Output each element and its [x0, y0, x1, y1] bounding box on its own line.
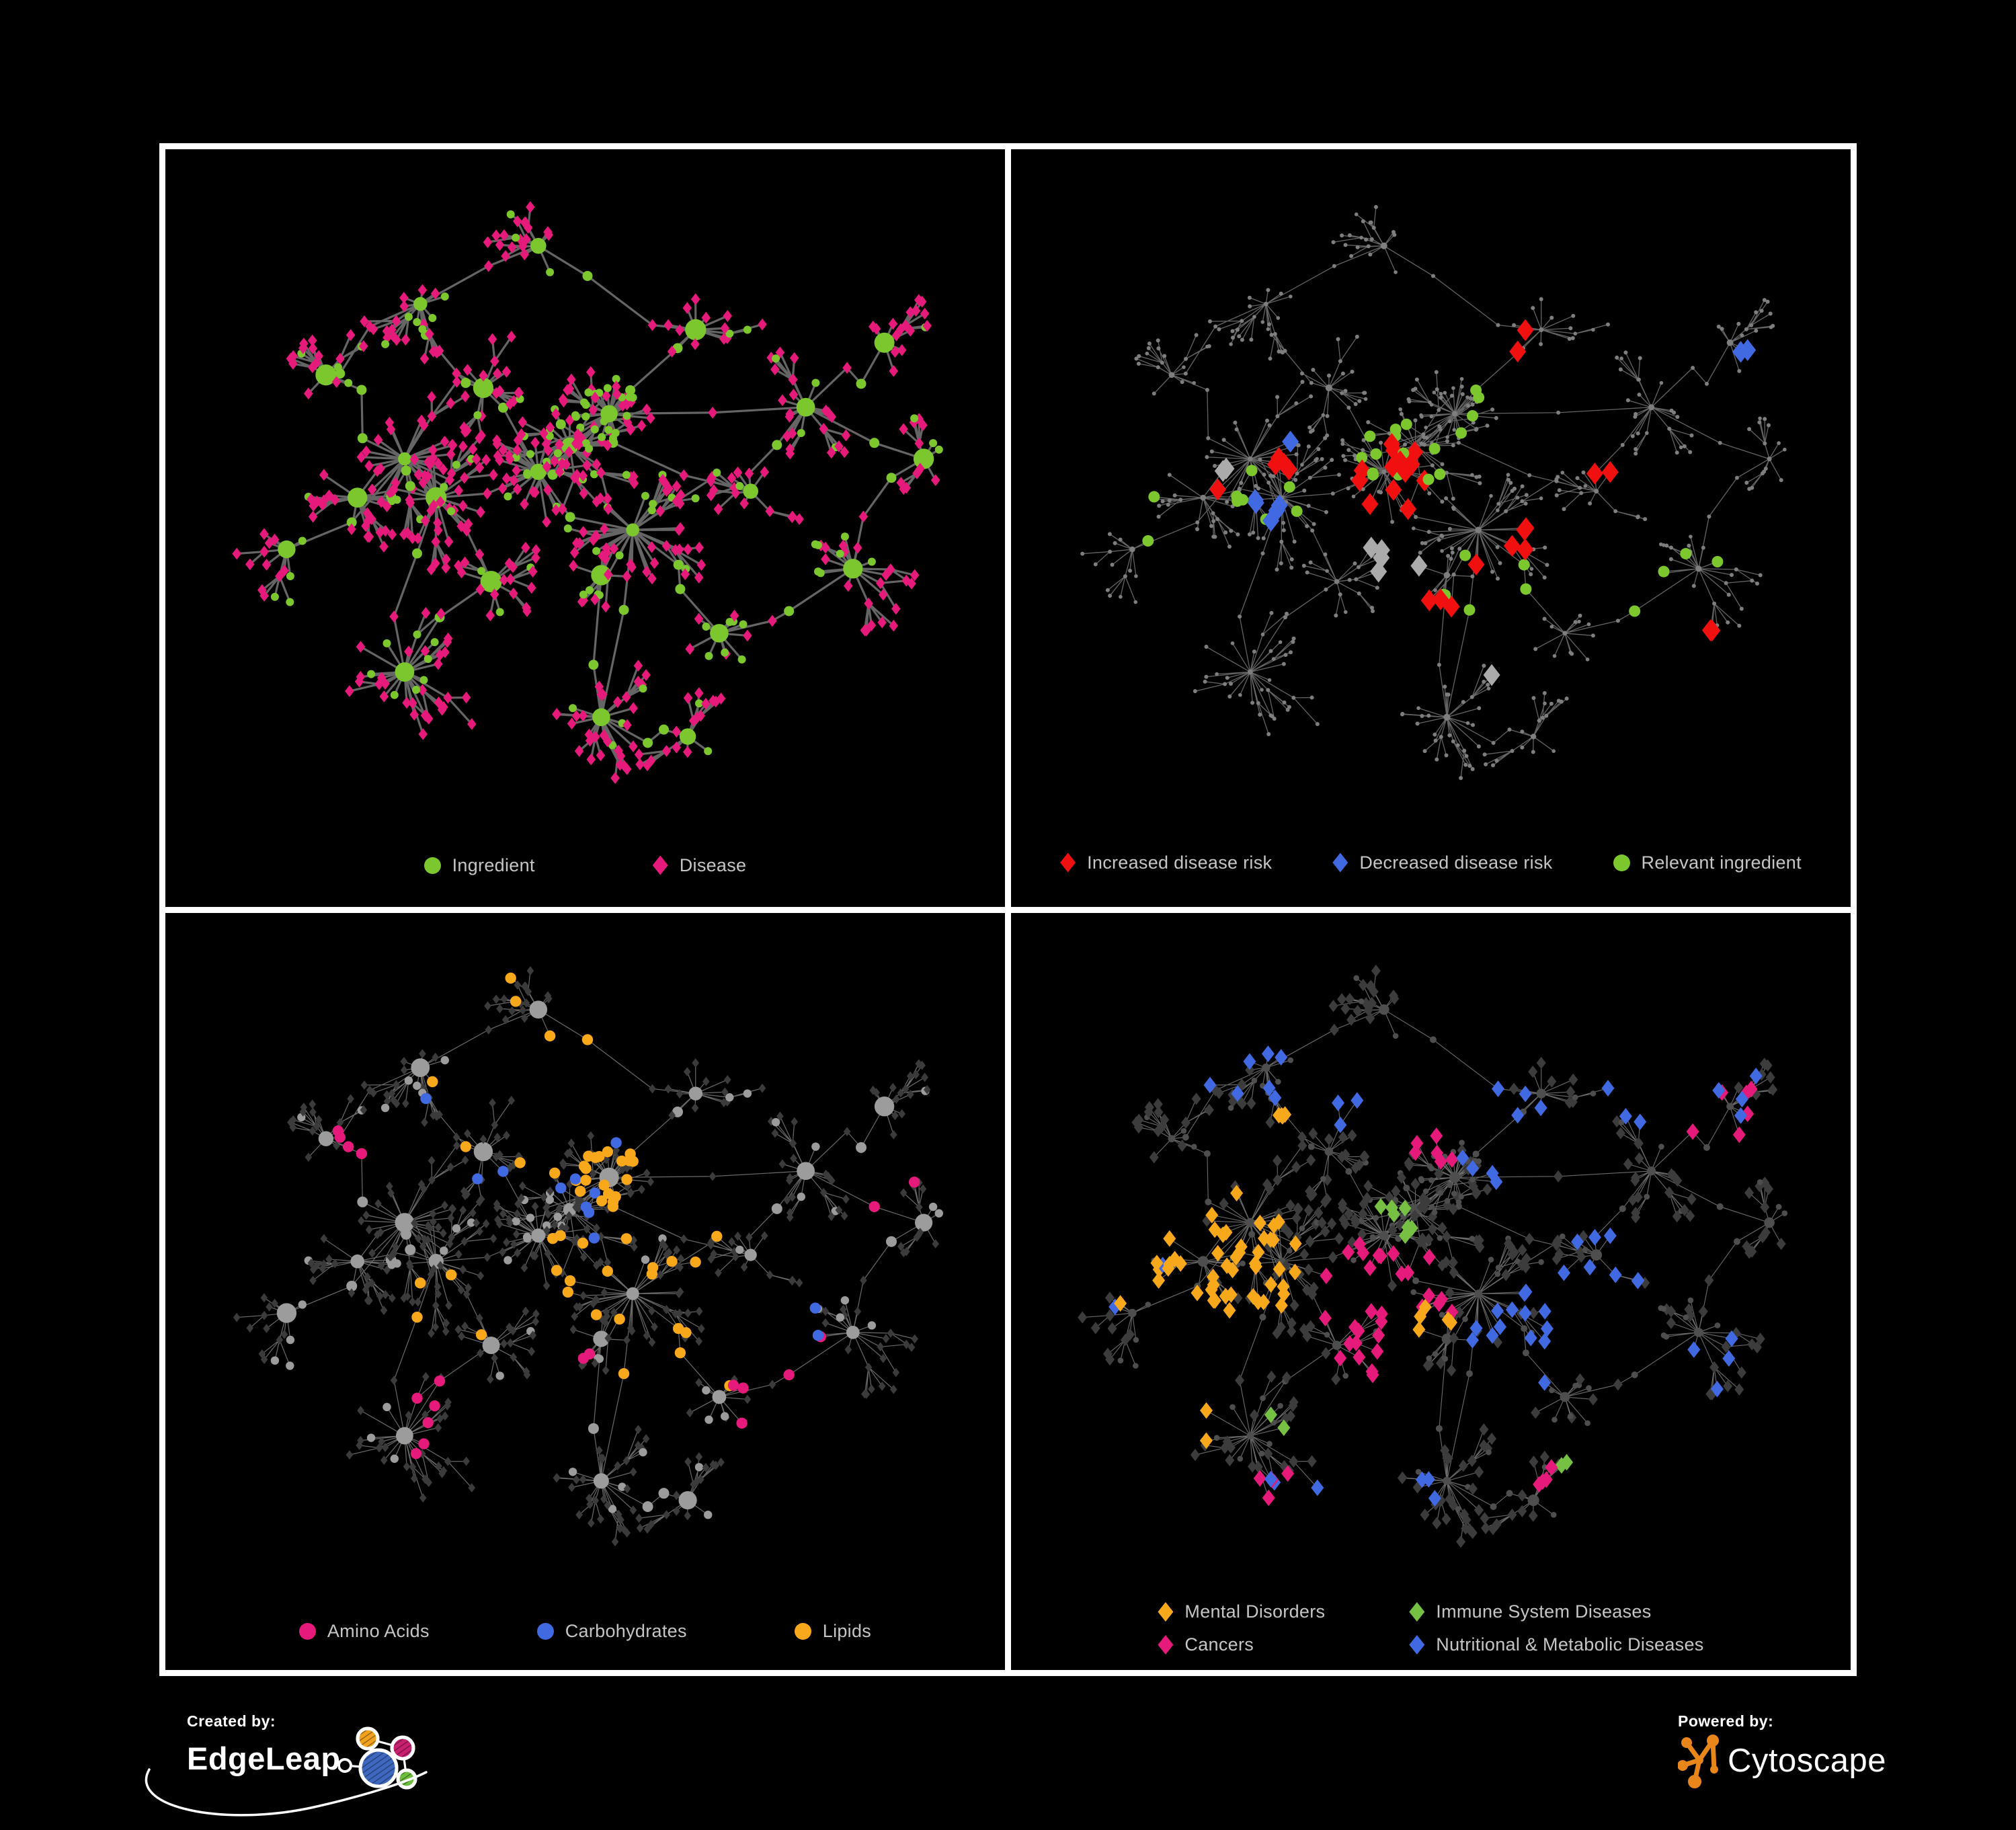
legend-label: Ingredient — [452, 854, 535, 875]
ingredient-disease-network-graph — [232, 201, 943, 785]
legend-label: Increased disease risk — [1087, 852, 1273, 873]
legend-label: Nutritional & Metabolic Diseases — [1436, 1634, 1704, 1655]
legend-circle-marker — [298, 1623, 316, 1640]
legend-circle-marker — [1613, 854, 1630, 871]
disease-risk-network-graph — [1080, 204, 1787, 781]
network-nodes — [232, 201, 943, 785]
edgeleap-logo-icon — [337, 1726, 417, 1790]
panel-disease-risk-network: Increased disease risk Decreased disease … — [1011, 149, 1851, 907]
legend-item: Ingredient — [424, 855, 535, 876]
network-nodes — [233, 965, 944, 1546]
nutrient-class-network-graph — [233, 965, 944, 1546]
created-by-label: Created by: — [187, 1712, 276, 1730]
legend-item: Mental Disorders — [1158, 1601, 1325, 1622]
ingredient-disease-legend: Ingredient Disease — [165, 855, 1005, 876]
legend-item: Disease — [652, 854, 747, 876]
network-edges — [237, 970, 940, 1542]
legend-label: Mental Disorders — [1184, 1601, 1326, 1622]
network-edges — [1082, 206, 1785, 779]
disease-class-legend: Mental Disorders Immune System Diseases Ca… — [1011, 1601, 1851, 1655]
legend-label: Amino Acids — [327, 1621, 430, 1641]
panel-nutrient-class-network: Amino Acids Carbohydrates Lipids — [165, 912, 1005, 1670]
legend-diamond-marker — [1332, 852, 1348, 873]
legend-label: Carbohydrates — [565, 1621, 687, 1641]
legend-item: Increased disease risk — [1060, 852, 1272, 873]
powered-by-label: Powered by: — [1678, 1712, 1774, 1730]
legend-diamond-marker — [1158, 1602, 1174, 1622]
legend-label: Decreased disease risk — [1359, 852, 1553, 873]
network-nodes — [1078, 964, 1788, 1548]
disease-class-network-graph — [1078, 964, 1788, 1548]
legend-circle-marker — [424, 857, 441, 874]
cytoscape-wordmark: Cytoscape — [1728, 1743, 1887, 1779]
legend-label: Lipids — [822, 1621, 872, 1641]
legend-item: Cancers — [1158, 1634, 1325, 1655]
legend-item: Decreased disease risk — [1332, 852, 1552, 873]
powered-by-branding: Powered by: Cytoscape — [1678, 1712, 1886, 1788]
legend-label: Disease — [679, 854, 747, 875]
legend-diamond-marker — [652, 855, 668, 875]
figure-grid: Ingredient Disease Increased disease risk… — [159, 143, 1857, 1676]
legend-item: Immune System Diseases — [1409, 1601, 1703, 1622]
cytoscape-logo-icon — [1678, 1735, 1719, 1788]
legend-item: Amino Acids — [298, 1621, 430, 1642]
legend-diamond-marker — [1158, 1635, 1174, 1655]
network-highlight-nodes — [1142, 319, 1757, 686]
legend-circle-marker — [536, 1623, 554, 1640]
legend-label: Immune System Diseases — [1436, 1601, 1652, 1622]
legend-label: Relevant ingredient — [1641, 852, 1802, 873]
legend-circle-marker — [794, 1623, 811, 1640]
legend-item: Carbohydrates — [536, 1621, 687, 1642]
legend-diamond-marker — [1409, 1602, 1425, 1622]
network-edges — [237, 206, 940, 779]
network-highlight-nodes — [1108, 1045, 1763, 1507]
network-nodes — [1080, 204, 1787, 781]
network-highlight-nodes — [332, 972, 920, 1459]
legend-item: Nutritional & Metabolic Diseases — [1409, 1634, 1703, 1655]
legend-item: Lipids — [794, 1621, 872, 1642]
legend-item: Relevant ingredient — [1613, 852, 1802, 873]
nutrient-class-legend: Amino Acids Carbohydrates Lipids — [165, 1621, 1005, 1642]
disease-risk-legend: Increased disease risk Decreased disease … — [1011, 852, 1851, 873]
network-edges — [1082, 970, 1785, 1542]
panel-disease-class-network: Mental Disorders Immune System Diseases Ca… — [1011, 912, 1851, 1670]
created-by-branding: Created by: EdgeLeap — [145, 1712, 428, 1817]
legend-diamond-marker — [1409, 1635, 1425, 1655]
edgeleap-wordmark: EdgeLeap — [187, 1741, 341, 1776]
legend-label: Cancers — [1184, 1634, 1254, 1655]
legend-diamond-marker — [1060, 852, 1076, 873]
panel-ingredient-disease-network: Ingredient Disease — [165, 149, 1005, 907]
